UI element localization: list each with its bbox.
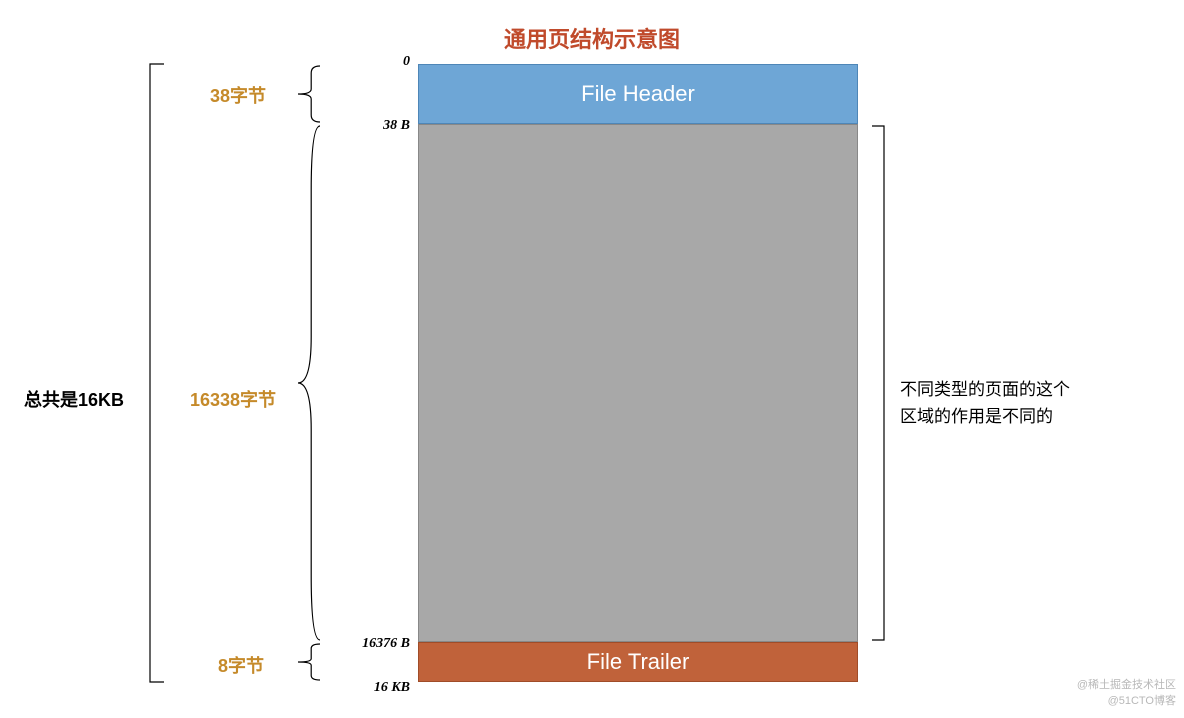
file-header-block: File Header xyxy=(418,64,858,124)
file-header-label: File Header xyxy=(581,81,695,107)
total-size-label: 总共是16KB xyxy=(24,386,124,412)
diagram-title: 通用页结构示意图 xyxy=(0,22,1184,54)
note-line2: 区域的作用是不同的 xyxy=(900,407,1053,426)
title-text: 通用页结构示意图 xyxy=(504,27,680,52)
size-16338: 16338字节 xyxy=(190,386,276,412)
offset-16kb: 16 KB xyxy=(330,680,410,696)
file-trailer-label: File Trailer xyxy=(587,649,690,675)
file-trailer-block: File Trailer xyxy=(418,642,858,682)
page-body-block xyxy=(418,124,858,642)
offset-0: 0 xyxy=(330,54,410,70)
size-38: 38字节 xyxy=(210,82,266,108)
watermark-1: @稀土掘金技术社区 xyxy=(1077,676,1176,692)
body-note: 不同类型的页面的这个 区域的作用是不同的 xyxy=(900,376,1070,430)
watermark-2: @51CTO博客 xyxy=(1108,692,1176,708)
note-line1: 不同类型的页面的这个 xyxy=(900,380,1070,399)
size-8: 8字节 xyxy=(218,652,264,678)
offset-38b: 38 B xyxy=(330,118,410,134)
offset-16376b: 16376 B xyxy=(330,636,410,652)
